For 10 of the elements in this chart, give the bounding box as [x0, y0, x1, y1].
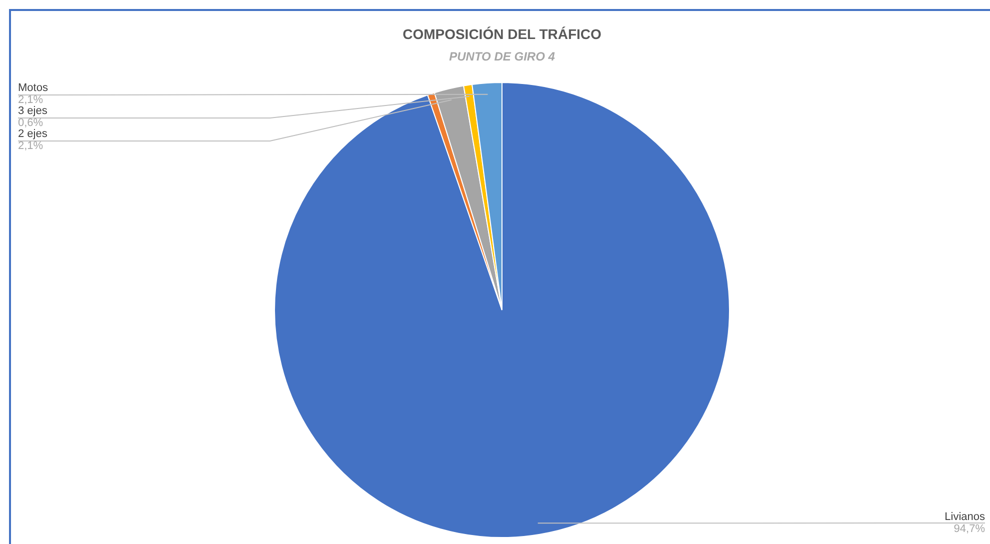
data-label: 2,1%: [18, 140, 44, 152]
data-label: 94,7%: [954, 523, 986, 536]
chart-subtitle: PUNTO DE GIRO 4: [449, 49, 556, 64]
slice-label: Livianos: [944, 511, 986, 524]
data-label: 0,6%: [18, 117, 44, 130]
slice-label: 3 ejes: [18, 105, 48, 118]
slice-label: 2 ejes: [18, 128, 48, 140]
data-label: 2,1%: [18, 94, 44, 106]
slice-label: Motos: [18, 82, 48, 94]
chart-title: COMPOSICIÓN DEL TRÁFICO: [402, 26, 602, 42]
